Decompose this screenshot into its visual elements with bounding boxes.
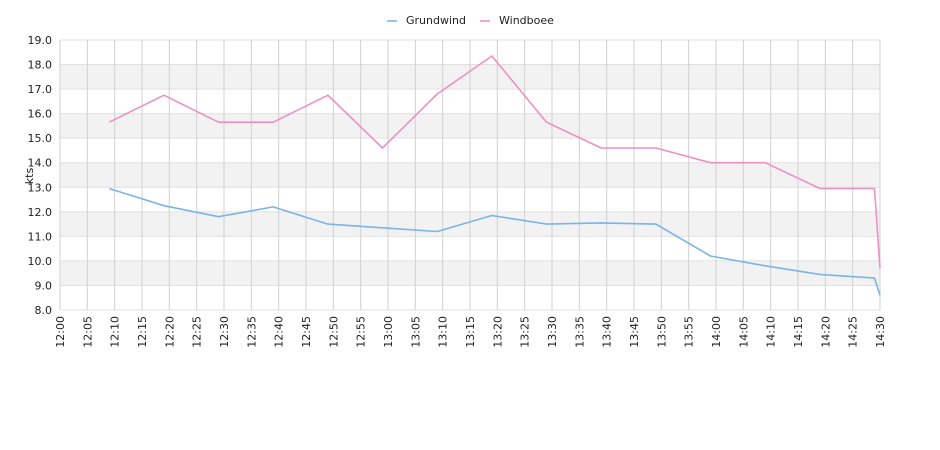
x-tick-label: 13:10 [437, 316, 450, 348]
legend: Grundwind Windboee [387, 14, 554, 27]
x-tick-label: 13:25 [519, 316, 532, 348]
x-tick-label: 14:20 [819, 316, 832, 348]
x-tick-label: 13:20 [491, 316, 504, 348]
y-tick-label: 10.0 [28, 255, 53, 268]
x-tick-label: 13:55 [683, 316, 696, 348]
x-tick-label: 12:30 [218, 316, 231, 348]
x-tick-label: 13:00 [382, 316, 395, 348]
x-tick-label: 13:05 [409, 316, 422, 348]
x-tick-label: 12:15 [136, 316, 149, 348]
x-axis-ticks: 12:00 12:05 12:10 12:15 12:20 12:25 12:30 12:35… [54, 316, 887, 348]
y-tick-label: 12.0 [28, 206, 53, 219]
y-tick-label: 17.0 [28, 83, 53, 96]
x-tick-label: 12:40 [273, 316, 286, 348]
y-axis-label: kts [23, 168, 36, 185]
x-tick-label: 12:10 [109, 316, 122, 348]
x-tick-label: 13:40 [601, 316, 614, 348]
y-tick-label: 8.0 [35, 304, 53, 317]
x-tick-label: 13:15 [464, 316, 477, 348]
x-tick-label: 13:45 [628, 316, 641, 348]
y-tick-label: 13.0 [28, 181, 53, 194]
series-lines [108, 55, 881, 296]
x-tick-label: 12:05 [81, 316, 94, 348]
x-tick-label: 12:45 [300, 316, 313, 348]
x-tick-label: 12:20 [163, 316, 176, 348]
y-tick-label: 18.0 [28, 59, 53, 72]
y-tick-label: 11.0 [28, 230, 53, 243]
x-tick-label: 14:30 [874, 316, 887, 348]
series-line-grundwind [108, 187, 881, 296]
legend-label: Windboee [499, 14, 554, 27]
x-tick-label: 14:00 [710, 316, 723, 348]
x-tick-label: 14:15 [792, 316, 805, 348]
legend-item-windboee[interactable]: Windboee [480, 14, 554, 27]
x-tick-label: 12:25 [191, 316, 204, 348]
x-tick-label: 13:35 [573, 316, 586, 348]
y-tick-label: 15.0 [28, 132, 53, 145]
x-tick-label: 12:35 [245, 316, 258, 348]
x-tick-label: 13:30 [546, 316, 559, 348]
y-tick-label: 19.0 [28, 34, 53, 47]
x-tick-label: 13:50 [655, 316, 668, 348]
x-tick-label: 12:50 [327, 316, 340, 348]
x-tick-label: 12:55 [355, 316, 368, 348]
x-tick-label: 14:10 [765, 316, 778, 348]
y-tick-label: 16.0 [28, 108, 53, 121]
x-tick-label: 14:25 [847, 316, 860, 348]
x-tick-label: 14:05 [737, 316, 750, 348]
y-tick-label: 14.0 [28, 157, 53, 170]
legend-label: Grundwind [406, 14, 466, 27]
y-axis-ticks: 8.0 9.0 10.0 11.0 12.0 13.0 14.0 15.0 16.0 17.0 18… [28, 34, 53, 317]
x-tick-label: 12:00 [54, 316, 67, 348]
y-tick-label: 9.0 [35, 279, 53, 292]
vertical-grid [59, 40, 881, 310]
series-line-windboee [108, 55, 881, 269]
legend-item-grundwind[interactable]: Grundwind [387, 14, 466, 27]
